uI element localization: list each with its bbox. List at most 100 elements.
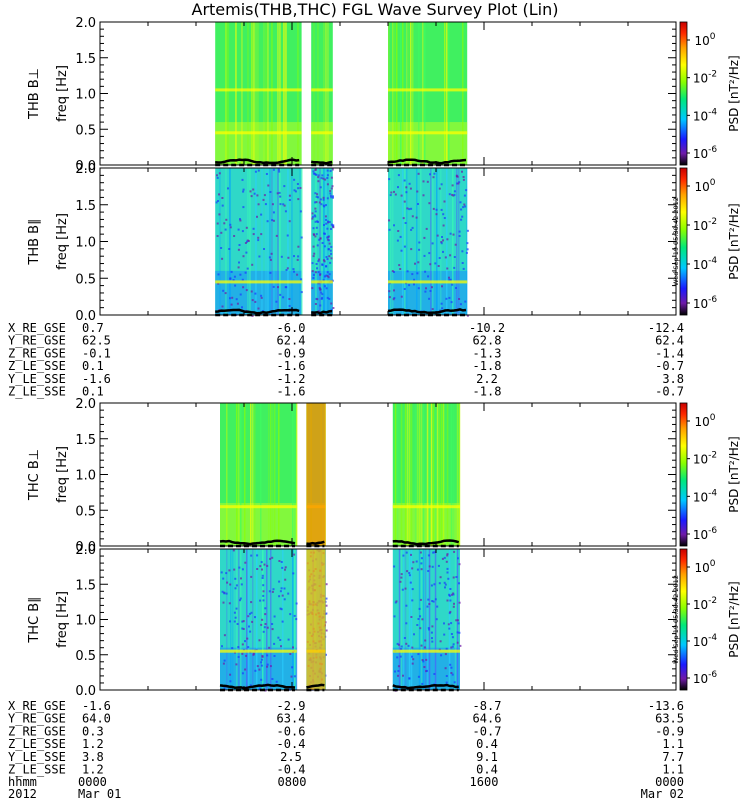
spectrogram-speckle xyxy=(451,673,454,676)
spectrogram-speckle xyxy=(399,268,402,270)
spectrogram-speckle xyxy=(269,271,272,274)
spectrogram-speckle xyxy=(405,642,408,645)
spectrogram-speckle xyxy=(443,581,446,584)
spectrogram-speckle xyxy=(278,595,281,598)
spectrogram-texture xyxy=(400,403,403,546)
ephemeris-value: -0.6 xyxy=(277,724,306,738)
spectrogram-speckle xyxy=(418,241,421,244)
spectrogram-speckle xyxy=(300,278,303,281)
spectrogram-speckle xyxy=(428,565,431,568)
spectrogram-speckle xyxy=(435,208,438,211)
spectrogram-speckle xyxy=(322,279,325,282)
spectrogram-speckle xyxy=(423,236,426,239)
spectrogram-speckle xyxy=(246,240,248,243)
ephemeris-value: -0.1 xyxy=(82,346,111,360)
spectrogram-speckle xyxy=(448,593,451,596)
spectrogram-speckle xyxy=(403,245,406,248)
colorbar-tick-label: 100 xyxy=(694,559,715,575)
spectrogram-speckle xyxy=(281,566,284,569)
spectrogram-speckle xyxy=(434,598,437,601)
spectrogram-speckle xyxy=(433,673,436,675)
ephemeris-value: -8.7 xyxy=(473,699,502,713)
ephemeris-row: Y_RE_GSE 62.5 62.4 62.8 62.4 xyxy=(8,334,684,348)
colorbar-tick-base: 10 xyxy=(693,258,708,272)
spectrogram-speckle xyxy=(448,612,451,615)
spectrogram-speckle xyxy=(416,190,419,193)
spectrogram-texture xyxy=(404,168,406,315)
spectrogram-texture xyxy=(438,168,440,315)
spectrogram-speckle xyxy=(410,228,413,231)
y-tick-label: 0.5 xyxy=(75,649,96,664)
spectrogram-speckle xyxy=(431,600,434,602)
spectrogram-texture xyxy=(267,22,269,165)
spectrogram-speckle xyxy=(410,553,412,556)
ephemeris-value: 1.1 xyxy=(662,763,684,777)
spectrogram-speckle xyxy=(326,258,329,260)
cyclotron-frequency-curve xyxy=(215,158,300,165)
ephemeris-value: 62.4 xyxy=(655,334,684,348)
spectrogram-speckle xyxy=(443,217,446,219)
spectrogram-speckle xyxy=(278,580,281,583)
spectrogram-speckle xyxy=(253,192,256,195)
spectrogram-texture xyxy=(269,168,271,315)
spectrogram-speckle xyxy=(229,223,232,226)
data-interval-block xyxy=(387,168,469,317)
spectrogram-speckle xyxy=(399,580,402,583)
spectrogram-speckle xyxy=(264,607,267,610)
spectrogram-speckle xyxy=(427,598,430,601)
spectrogram-speckle xyxy=(241,230,244,233)
spectrogram-speckle xyxy=(453,681,456,684)
spectrogram-speckle xyxy=(439,309,442,312)
spectrogram-speckle xyxy=(279,195,282,198)
spectrogram-speckle xyxy=(408,574,411,577)
spectrogram-speckle xyxy=(433,583,436,586)
spectrogram-speckle xyxy=(326,236,329,239)
spectrogram-speckle xyxy=(250,611,253,614)
colorbar-gradient xyxy=(679,167,688,316)
spectrogram-speckle xyxy=(292,646,294,649)
spectrogram-speckle xyxy=(328,297,331,300)
spectrogram-speckle xyxy=(466,314,469,317)
spectrogram-speckle xyxy=(458,181,461,184)
spectrogram-speckle xyxy=(324,275,326,278)
emission-line xyxy=(392,505,460,509)
spectrogram-speckle xyxy=(451,636,454,639)
spectrogram-speckle xyxy=(323,285,326,288)
spectrogram-speckle xyxy=(245,251,248,254)
spectrogram-speckle xyxy=(332,307,335,309)
spectrogram-speckle xyxy=(286,234,289,237)
y-tick-label: 0.5 xyxy=(75,272,96,287)
spectrogram-speckle xyxy=(272,285,275,288)
spectrogram-speckle xyxy=(417,675,420,678)
spectrogram-speckle xyxy=(428,603,431,605)
spectrogram-speckle xyxy=(399,235,402,238)
spectrogram-speckle xyxy=(220,231,223,234)
spectrogram-speckle xyxy=(229,680,232,683)
spectrogram-speckle xyxy=(451,283,454,286)
spectrogram-texture xyxy=(317,22,319,165)
spectrogram-speckle xyxy=(269,258,272,261)
ephemeris-value: -2.9 xyxy=(277,699,306,713)
colorbar-tick-exponent: -6 xyxy=(708,145,717,155)
spectrogram-speckle xyxy=(264,623,267,625)
spectrogram-speckle xyxy=(223,222,226,225)
spectrogram-speckle xyxy=(229,277,232,280)
spectrogram-speckle xyxy=(465,189,468,192)
spectrogram-speckle xyxy=(246,239,249,242)
spectrogram-texture xyxy=(323,22,325,165)
colorbar-gradient xyxy=(679,21,688,166)
spectrogram-speckle xyxy=(230,303,233,306)
spectrogram-speckle xyxy=(397,674,399,677)
broadband-burst xyxy=(306,403,326,546)
spectrogram-speckle xyxy=(268,590,271,593)
y-tick-label: 0.0 xyxy=(75,309,96,324)
spectrogram-speckle xyxy=(452,576,455,579)
spectrogram-speckle xyxy=(252,233,255,236)
spectrogram-speckle xyxy=(430,584,433,587)
spectrogram-texture xyxy=(402,22,404,165)
y-axis-label: freq [Hz] xyxy=(55,65,70,122)
spectrogram-speckle xyxy=(455,619,458,622)
spectrogram-speckle xyxy=(326,227,329,230)
spectrogram-texture xyxy=(406,168,408,315)
